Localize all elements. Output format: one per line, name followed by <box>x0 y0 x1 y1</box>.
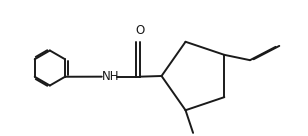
Text: O: O <box>136 24 145 37</box>
Text: NH: NH <box>101 70 119 83</box>
